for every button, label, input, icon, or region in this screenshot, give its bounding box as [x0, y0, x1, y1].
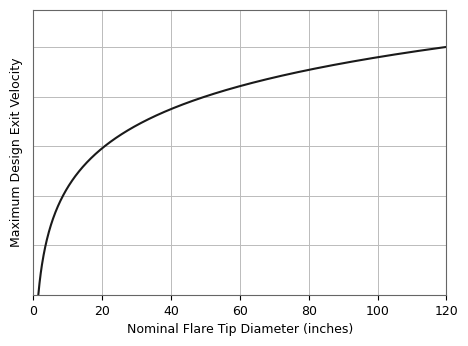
X-axis label: Nominal Flare Tip Diameter (inches): Nominal Flare Tip Diameter (inches) — [127, 323, 353, 336]
Y-axis label: Maximum Design Exit Velocity: Maximum Design Exit Velocity — [10, 58, 23, 247]
